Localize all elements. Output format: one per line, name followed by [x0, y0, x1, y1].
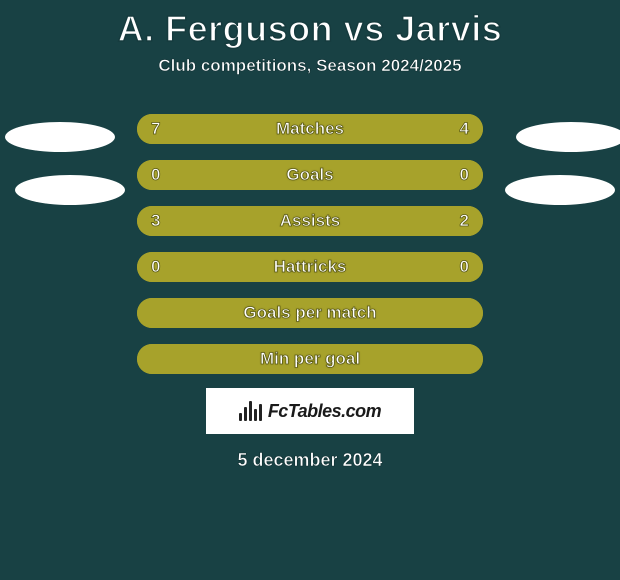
player2-badge-1 [505, 175, 615, 205]
subtitle: Club competitions, Season 2024/2025 [0, 56, 620, 76]
player2-name: Jarvis [395, 8, 502, 49]
snapshot-date: 5 december 2024 [0, 450, 620, 471]
stat-right-fill [357, 114, 483, 144]
stats-container: Matches74 Goals00 Assists32 Hattricks00 Goal… [0, 114, 620, 374]
stat-left-fill [137, 344, 483, 374]
stat-left-fill [137, 114, 357, 144]
stat-row-matches: Matches74 [137, 114, 483, 144]
fctables-text: FcTables.com [268, 401, 381, 422]
stat-left-fill [137, 298, 483, 328]
stat-row-goals-per-match: Goals per match [137, 298, 483, 328]
stat-right-fill [310, 160, 483, 190]
stat-right-fill [310, 252, 483, 282]
stat-left-fill [137, 160, 310, 190]
fctables-badge: FcTables.com [206, 388, 414, 434]
player1-name: A. Ferguson [118, 8, 334, 49]
fctables-logo-icon [239, 401, 262, 421]
player1-badge-0 [5, 122, 115, 152]
stat-row-min-per-goal: Min per goal [137, 344, 483, 374]
stat-left-fill [137, 252, 310, 282]
stat-right-fill [345, 206, 483, 236]
stat-left-fill [137, 206, 345, 236]
stat-row-assists: Assists32 [137, 206, 483, 236]
vs-text: vs [344, 8, 385, 49]
player2-badge-0 [516, 122, 620, 152]
stat-row-goals: Goals00 [137, 160, 483, 190]
stat-row-hattricks: Hattricks00 [137, 252, 483, 282]
player1-badge-1 [15, 175, 125, 205]
comparison-title: A. Ferguson vs Jarvis [0, 0, 620, 50]
